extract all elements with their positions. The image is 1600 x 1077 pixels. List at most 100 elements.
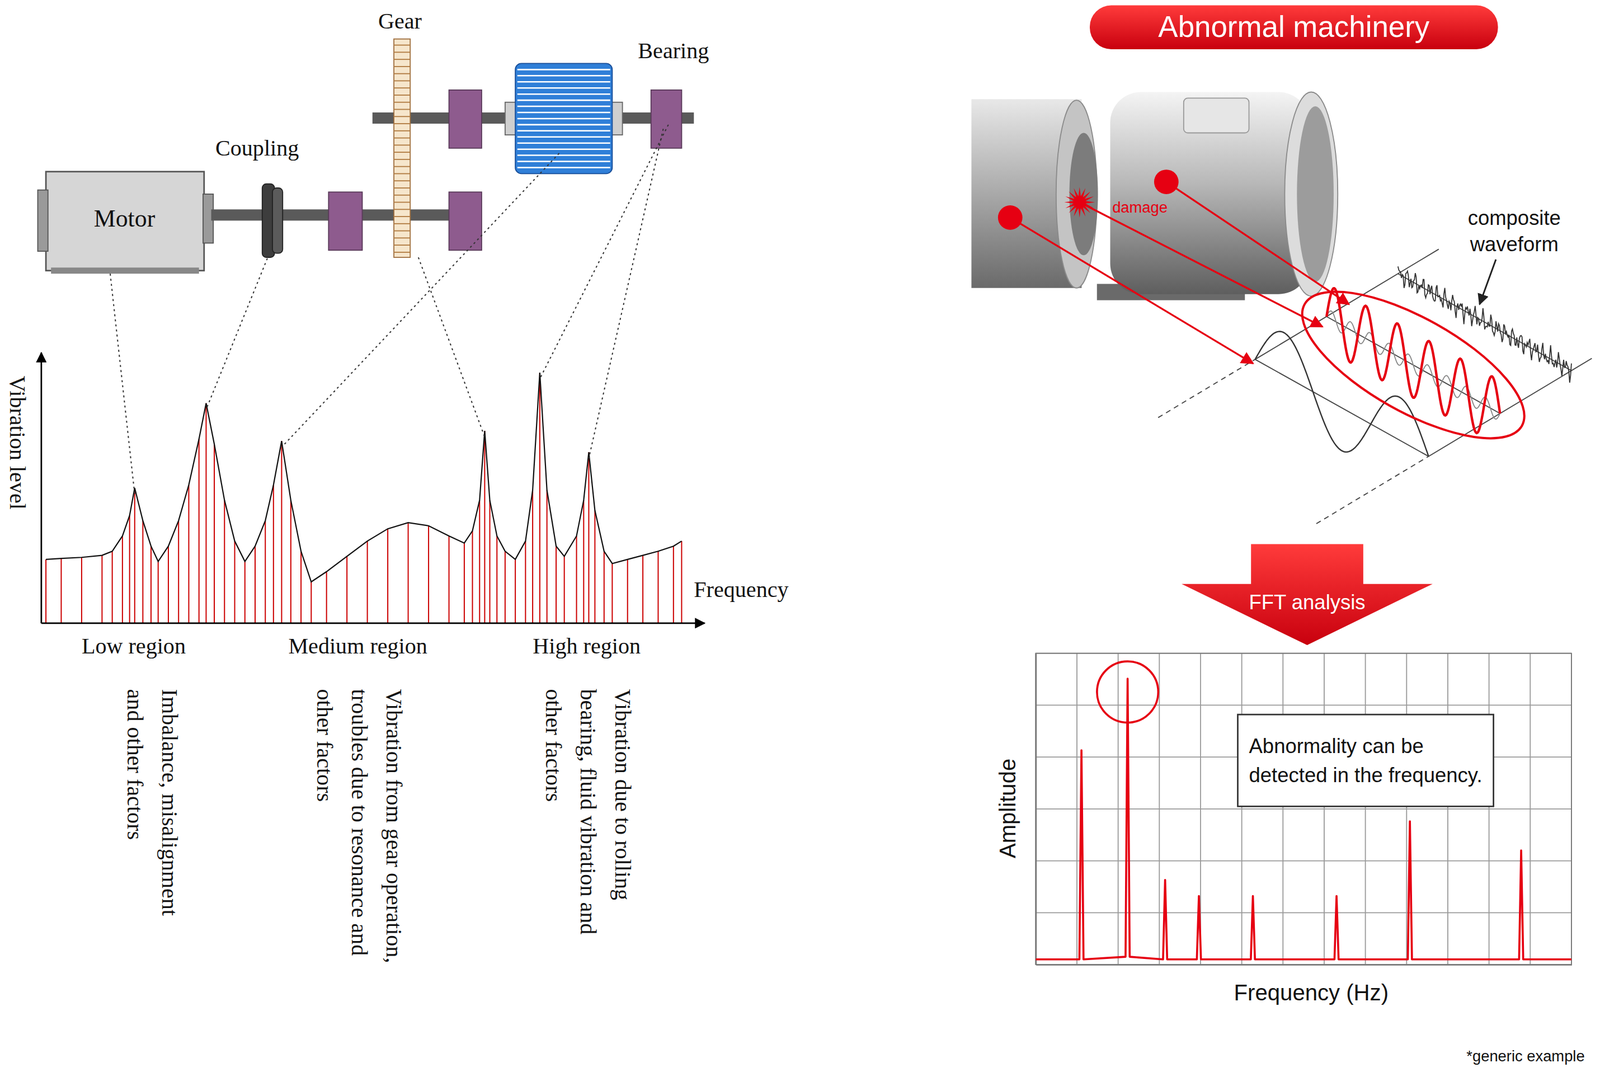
grid-line (1035, 911, 1572, 914)
stem (254, 546, 256, 623)
gear-tooth (393, 51, 411, 53)
gear (393, 39, 411, 258)
gear-tooth (393, 187, 411, 189)
stem (603, 551, 605, 623)
stem (121, 535, 124, 623)
stem (366, 540, 369, 623)
stem (427, 525, 430, 623)
coupling (272, 187, 283, 254)
stem (680, 540, 682, 623)
rotor-line (517, 111, 611, 114)
y-axis (40, 353, 42, 624)
stem (657, 551, 659, 623)
note-box (1237, 714, 1494, 807)
signal-arrow (1166, 181, 1349, 305)
gear-tooth (393, 66, 411, 68)
gear-tooth (393, 244, 411, 246)
stem (167, 546, 169, 623)
stem (273, 485, 275, 623)
rotor-line (517, 81, 611, 83)
process-arrow (1181, 544, 1433, 646)
leader-line (539, 124, 669, 379)
stem (234, 540, 236, 623)
waveform-label: waveform (1469, 232, 1559, 256)
gear-tooth (393, 137, 411, 139)
waveform (1326, 288, 1500, 434)
gear-tooth (393, 115, 411, 117)
gear-tooth (393, 180, 411, 182)
spectrum-chart: FrequencyVibration levelLow regionImbala… (5, 124, 789, 964)
region-label: Low region (81, 633, 186, 659)
region-label: High region (532, 633, 641, 659)
waveform-plane (1158, 248, 1592, 524)
bearing (449, 90, 482, 149)
stem (489, 500, 491, 623)
gear-tooth (393, 94, 411, 96)
stem (471, 530, 473, 623)
stem (223, 500, 225, 623)
region-label: Medium region (288, 633, 427, 659)
gear-tooth (393, 215, 411, 218)
highlight-ellipse (1281, 263, 1545, 468)
region-description: bearing, fluid vibration and (575, 689, 601, 935)
note: Abnormality can bedetected in the freque… (1237, 714, 1494, 807)
stem (448, 535, 450, 623)
region-description: and other factors (122, 689, 148, 841)
footnote: *generic example (1466, 1047, 1585, 1065)
leader-line (588, 128, 663, 459)
region-description: Imbalance, misalignment (157, 689, 183, 916)
damage-label: damage (1112, 198, 1168, 216)
stem (45, 559, 47, 623)
gear-tooth (393, 223, 411, 225)
bearing (328, 191, 362, 251)
stem (264, 520, 266, 623)
stem (205, 403, 207, 623)
rotor (515, 63, 613, 174)
stem (532, 490, 534, 623)
stem (555, 546, 557, 623)
stem (187, 485, 190, 623)
grid (1035, 653, 1572, 965)
stem (463, 543, 465, 623)
stem (483, 430, 486, 623)
stem (387, 528, 389, 623)
stem (576, 535, 578, 623)
gear-tooth (393, 173, 411, 175)
motor-body (45, 171, 205, 271)
grid-line (1035, 704, 1572, 707)
stem (642, 555, 644, 623)
x-axis-line (41, 622, 705, 625)
gear-tooth (393, 87, 411, 89)
rotor-line (517, 142, 611, 144)
rotor-line (517, 93, 611, 96)
signal-arrow (1010, 217, 1254, 364)
gear-tooth (393, 230, 411, 232)
gear-tooth (393, 251, 411, 253)
stem (60, 558, 62, 623)
gear-tooth (393, 166, 411, 168)
machine-train: MotorCouplingGearBearing (37, 8, 709, 274)
bearing (651, 90, 682, 149)
axis-title: Frequency (Hz) (1234, 980, 1389, 1006)
stem (407, 522, 409, 623)
bearing (449, 191, 482, 251)
stem (496, 535, 498, 623)
stem (81, 557, 83, 623)
component-label: Coupling (215, 135, 299, 161)
stem (587, 452, 590, 623)
stem (524, 540, 526, 623)
stem (111, 551, 114, 623)
region-description: other factors (312, 689, 338, 803)
envelope (45, 372, 682, 582)
stem (582, 500, 585, 623)
rotor-line (517, 166, 611, 169)
region-description: other factors (540, 689, 567, 803)
region-description: Vibration from gear operation, (381, 689, 407, 964)
title: Abnormal machinery (1158, 10, 1430, 44)
stem (177, 520, 180, 623)
gear-tooth (393, 101, 411, 103)
gear-tooth (393, 130, 411, 132)
stem (594, 510, 596, 623)
stem (310, 581, 312, 623)
rotor-line (517, 99, 611, 102)
